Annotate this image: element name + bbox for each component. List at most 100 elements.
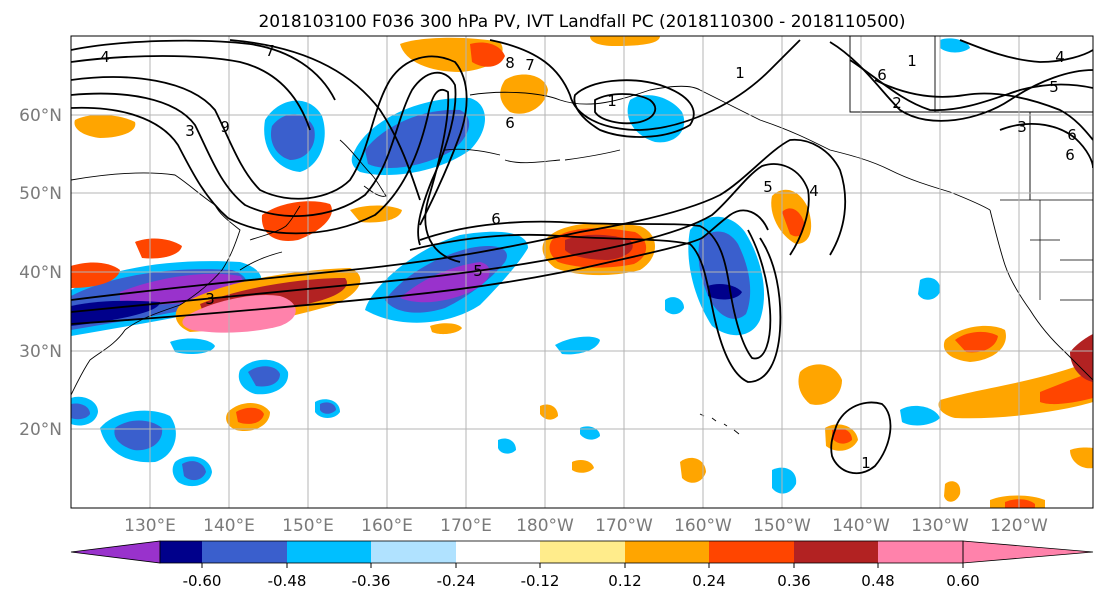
pv-contour [419, 220, 772, 360]
canada-box [849, 36, 1093, 200]
contour-label: 4 [100, 48, 110, 66]
pv-contour [71, 209, 769, 325]
colorbar-segment [287, 541, 371, 563]
pv-anomaly-region [1005, 499, 1035, 508]
map-panel: 4 7 3 9 8 7 6 1 6 5 4 1 2 5 3 6 6 5 4 6 … [70, 35, 1094, 509]
contour-label: 1 [861, 454, 871, 472]
contour-label: 7 [525, 56, 535, 74]
contour-label: 5 [1049, 78, 1059, 96]
colorbar-segment [625, 541, 709, 563]
lon-label: 130°E [124, 516, 176, 536]
contour-labels: 4 7 3 9 8 7 6 1 6 5 4 1 2 5 3 6 6 5 4 6 … [100, 42, 1077, 472]
pv-contour [830, 401, 892, 475]
pv-anomaly-region [900, 405, 940, 426]
pv-anomaly-region [944, 481, 961, 502]
contour-label: 8 [505, 54, 515, 72]
pv-contour [594, 93, 657, 125]
pv-anomaly-region [470, 42, 505, 67]
contour-label: 1 [735, 64, 745, 82]
pv-contour [959, 39, 1093, 63]
pv-anomaly-region [955, 331, 998, 353]
pv-contour [409, 233, 782, 383]
coastline-kamchatka [339, 139, 387, 197]
contour-label: 6 [1065, 146, 1075, 164]
colorbar-segment [878, 541, 963, 563]
lat-label: 20°N [19, 420, 62, 440]
lat-label: 40°N [19, 263, 62, 283]
pv-contour [573, 79, 695, 138]
colorbar-tick-label: -0.36 [352, 572, 391, 590]
pv-anomaly-region [708, 284, 742, 300]
coastline-aleutians [444, 148, 621, 164]
lat-label: 50°N [19, 184, 62, 204]
contour-label: 4 [1055, 48, 1065, 66]
contour-label: 3 [1017, 118, 1027, 136]
colorbar-tick-label: -0.48 [268, 572, 307, 590]
lon-label: 150°W [753, 516, 811, 536]
colorbar-tick-label: 0.36 [777, 572, 810, 590]
contour-label: 5 [473, 262, 483, 280]
pv-anomaly-region [500, 74, 548, 114]
pv-anomaly-region [580, 426, 600, 440]
us-state-borders [1000, 199, 1093, 301]
colorbar: -0.60 -0.48 -0.36 -0.24 -0.12 0.12 0.24 … [70, 540, 1094, 590]
pv-anomaly-region [798, 364, 842, 405]
contour-label: 6 [505, 114, 515, 132]
pv-anomaly-region [1070, 334, 1093, 382]
contour-label: 1 [607, 92, 617, 110]
pv-anomaly-region [71, 300, 160, 326]
pv-contour [71, 138, 847, 301]
colorbar-segment [794, 541, 878, 563]
coastline-north-america [989, 209, 1093, 381]
colorbar-segment [160, 541, 202, 563]
colorbar-segment [371, 541, 456, 563]
pv-anomaly-region [236, 407, 264, 424]
lon-label: 130°W [911, 516, 969, 536]
pv-contours [71, 39, 1093, 475]
contour-label: 7 [265, 42, 275, 60]
pv-anomaly-region [782, 208, 805, 237]
pv-anomaly-region [182, 461, 206, 481]
contour-label: 1 [907, 52, 917, 70]
lon-label: 120°W [990, 516, 1048, 536]
contour-label: 3 [205, 290, 215, 308]
pv-anomaly-region [270, 114, 315, 160]
pv-anomaly-region [572, 460, 594, 473]
pv-anomaly-region [170, 338, 215, 354]
colorbar-frame [159, 540, 964, 564]
contour-label: 6 [491, 210, 501, 228]
colorbar-tick-label: 0.24 [692, 572, 725, 590]
colorbar-segment [456, 541, 540, 563]
pv-anomaly-region [135, 238, 182, 259]
pv-contour [71, 39, 336, 101]
pv-contour [71, 71, 457, 246]
colorbar-tick-label: -0.24 [437, 572, 476, 590]
lon-label: 180°W [516, 516, 574, 536]
pv-anomaly-region [320, 402, 336, 414]
contour-label: 4 [809, 182, 819, 200]
colorbar-tick-label: -0.12 [521, 572, 560, 590]
pv-anomaly-region [430, 323, 462, 335]
lon-label: 150°E [282, 516, 334, 536]
pv-anomaly-region [74, 114, 136, 138]
pv-anomaly-region [182, 294, 296, 333]
pv-contour [71, 55, 468, 226]
pv-anomaly-region [555, 336, 600, 355]
pv-anomaly-region [832, 428, 852, 444]
pv-anomaly-region [71, 403, 90, 420]
contour-label: 2 [892, 94, 902, 112]
map-frame [70, 35, 1094, 509]
colorbar-segment [709, 541, 794, 563]
contour-label: 3 [185, 122, 195, 140]
pv-anomaly-region [261, 201, 332, 241]
pv-anomaly-region [1040, 372, 1093, 405]
colorbar-extend-high [962, 540, 1094, 564]
pv-anomaly-region [248, 366, 280, 387]
colorbar-segment [540, 541, 625, 563]
pv-contour [71, 163, 810, 313]
pv-contour [849, 59, 1093, 112]
lon-label: 160°E [361, 516, 413, 536]
colorbar-tick-label: 0.60 [946, 572, 979, 590]
pv-contour [229, 39, 421, 201]
